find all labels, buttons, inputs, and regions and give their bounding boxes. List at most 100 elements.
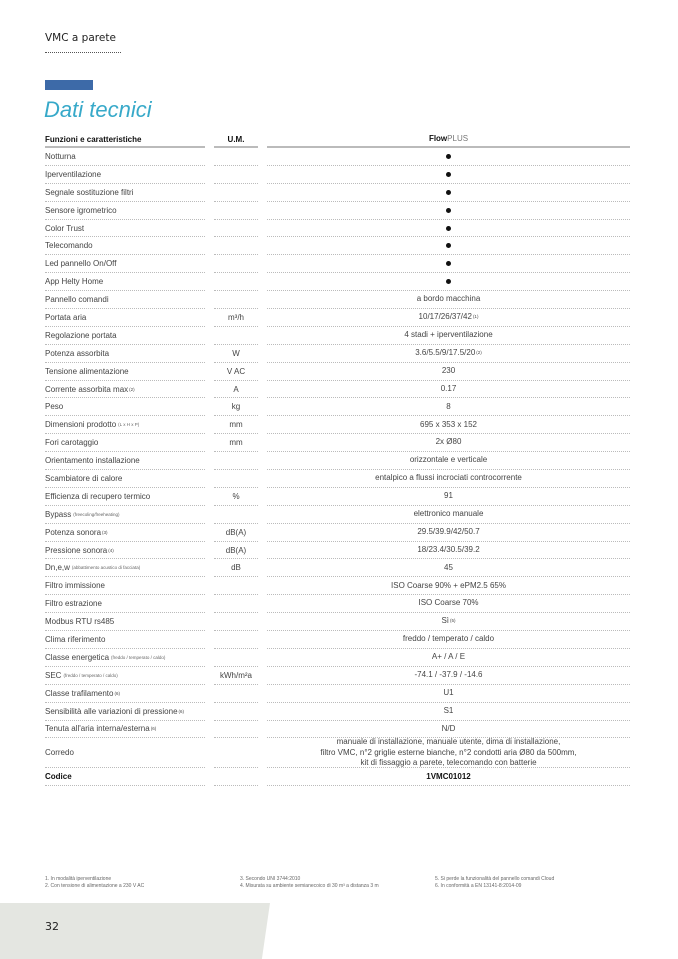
label-text: Regolazione portata [45, 330, 117, 340]
model-name-light: PLUS [447, 133, 469, 143]
value-text: ISO Coarse 70% [418, 598, 479, 608]
table-row: Sensibilità alle variazioni di pressione… [45, 703, 630, 721]
value-text: 2x Ø80 [435, 437, 462, 447]
label-text: Dn,e,w [45, 563, 70, 573]
table-row: Bypass (freecoling/freeheating) elettronic… [45, 506, 630, 524]
row-value: -74.1 / -37.9 / -14.6 [267, 667, 630, 685]
footnote: 5. Si perde la funzionalità del pannello… [435, 876, 555, 882]
table-row: Telecomando [45, 237, 630, 256]
table-row: Corrente assorbita max (2) A 0.17 [45, 381, 630, 399]
row-label: Potenza sonora (3) [45, 524, 205, 542]
row-value: ISO Coarse 70% [267, 595, 630, 614]
row-value: 8 [267, 398, 630, 417]
label-footnote-ref: (6) [114, 690, 120, 696]
footnotes: 1. In modalità iperventilazione 2. Con te… [45, 876, 630, 890]
table-row: Pressione sonora (4) dB(A) 18/23.4/30.5/39.… [45, 542, 630, 560]
label-text: Tensione alimentazione [45, 366, 129, 376]
value-text: elettronico manuale [413, 509, 484, 518]
row-unit [214, 613, 258, 632]
row-value: 2x Ø80 [267, 434, 630, 453]
row-unit: mm [214, 416, 258, 435]
label-text: Codice [45, 772, 72, 782]
row-label: Peso [45, 398, 205, 417]
table-row: Orientamento installazione orizzontale e … [45, 452, 630, 471]
row-value: 18/23.4/30.5/39.2 [267, 542, 630, 560]
row-unit [214, 685, 258, 703]
header-model: Flow PLUS [267, 132, 630, 148]
bullet-icon [446, 225, 451, 231]
table-row: Filtro estrazione ISO Coarse 70% [45, 595, 630, 614]
label-footnote-ref: (3) [102, 529, 108, 535]
value-text: orizzontale e verticale [409, 455, 488, 465]
section-label: VMC a parete [45, 32, 116, 44]
value-text: 29.5/39.9/42/50.7 [417, 526, 480, 536]
row-unit [214, 255, 258, 274]
row-label: SEC (freddo / temperato / caldo) [45, 667, 205, 685]
table-row: Classe trafilamento (6) U1 [45, 685, 630, 703]
table-row: Color Trust [45, 220, 630, 238]
table-row: Iperventilazione [45, 166, 630, 184]
row-value [267, 255, 630, 274]
label-text: Corrente assorbita max [45, 384, 129, 394]
table-row: Tensione alimentazione V AC 230 [45, 363, 630, 381]
row-unit [214, 470, 258, 488]
unit-text: W [232, 348, 240, 358]
row-label: Portata aria [45, 309, 205, 327]
unit-text: A [233, 384, 239, 394]
label-text: Notturna [45, 151, 76, 161]
unit-text: V AC [226, 366, 246, 376]
table-row: Portata aria m³/h 10/17/26/37/42 (1) [45, 309, 630, 327]
label-text: SEC [45, 670, 62, 680]
row-unit [214, 768, 258, 787]
row-unit [214, 721, 258, 739]
table-row: Tenuta all'aria interna/esterna (6) N/D [45, 721, 630, 739]
row-value: U1 [267, 685, 630, 703]
row-unit [214, 273, 258, 292]
footnote: 6. In conformità a EN 13141-8:2014-09 [435, 883, 522, 889]
table-header: Funzioni e caratteristiche U.M. Flow PLUS [45, 132, 630, 148]
label-text: Potenza assorbita [45, 348, 110, 358]
row-unit [214, 291, 258, 310]
row-label: Filtro immissione [45, 577, 205, 596]
footnote: 3. Secondo UNI 3744:2010 [240, 876, 301, 882]
divider [45, 52, 121, 53]
bullet-icon [446, 279, 451, 285]
label-text: Modbus RTU rs485 [45, 617, 115, 627]
row-value: 3.6/5.5/9/17.5/20 (2) [267, 345, 630, 363]
row-value [267, 220, 630, 238]
row-value: freddo / temperato / caldo [267, 631, 630, 649]
value-text: S1 [443, 705, 454, 715]
row-unit: kg [214, 398, 258, 417]
unit-text: dB(A) [225, 545, 247, 555]
label-text: Telecomando [45, 241, 93, 251]
table-row: Dn,e,w (abbattimento acustico di facciata… [45, 559, 630, 578]
row-value: 45 [267, 559, 630, 578]
row-value: a bordo macchina [267, 291, 630, 310]
label-text: Filtro immissione [45, 581, 106, 591]
value-text: 4 stadi + iperventilazione [404, 330, 493, 340]
label-text: Segnale sostituzione filtri [45, 187, 134, 197]
row-unit: V AC [214, 363, 258, 381]
bullet-icon [446, 171, 451, 177]
row-value [267, 148, 630, 166]
footnote-column: 1. In modalità iperventilazione 2. Con te… [45, 876, 240, 890]
row-value: 29.5/39.9/42/50.7 [267, 524, 630, 542]
row-value: entalpico a flussi incrociati controcorr… [267, 470, 630, 488]
row-label: Efficienza di recupero termico [45, 488, 205, 506]
value-text: 45 [444, 562, 453, 572]
table-row: Segnale sostituzione filtri [45, 184, 630, 202]
row-label: Notturna [45, 148, 205, 166]
row-label: Pannello comandi [45, 291, 205, 310]
row-unit [214, 202, 258, 220]
value-text: freddo / temperato / caldo [402, 634, 495, 644]
value-footnote-ref: (5) [450, 618, 456, 624]
unit-text: mm [229, 420, 243, 430]
table-row: Notturna [45, 148, 630, 166]
value-text: U1 [443, 687, 454, 697]
row-label: Filtro estrazione [45, 595, 205, 614]
label-text: Classe energetica [45, 652, 110, 662]
table-row: Modbus RTU rs485 Sì (5) [45, 613, 630, 632]
value-text: manuale di installazione, manuale utente… [320, 737, 577, 768]
row-unit [214, 237, 258, 256]
table-row: Classe energetica (freddo / temperato / c… [45, 649, 630, 667]
